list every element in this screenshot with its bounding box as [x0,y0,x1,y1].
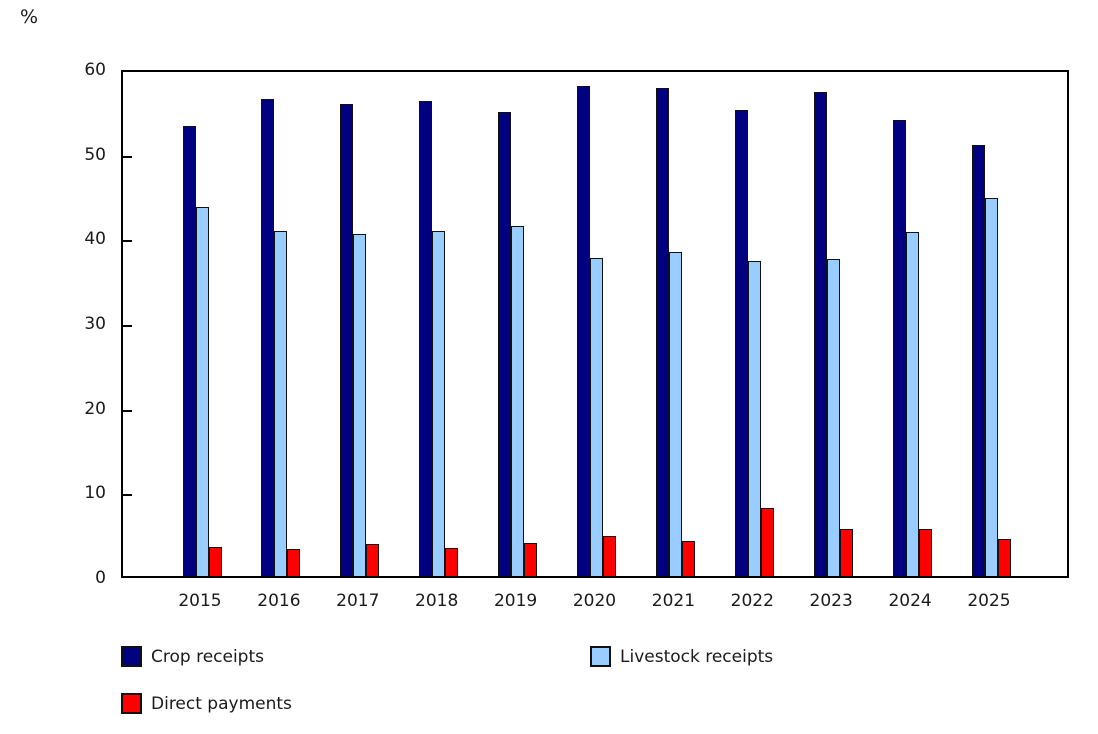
bar-direct-payments-2015 [208,547,222,576]
bar-direct-payments-2020 [603,536,616,576]
bar-livestock-receipts-2017 [353,233,367,576]
y-tick-label: 40 [84,229,106,250]
legend-label-direct-payments: Direct payments [151,693,292,714]
bar-livestock-receipts-2019 [511,226,525,576]
bar-direct-payments-2019 [524,542,538,576]
bar-livestock-receipts-2020 [590,257,603,576]
bar-direct-payments-2023 [839,528,853,576]
bar-direct-payments-2016 [287,548,301,576]
bar-crop-receipts-2020 [577,85,590,576]
bar-crop-receipts-2017 [340,103,354,576]
y-tick-mark [123,325,132,327]
plot-area [121,70,1069,578]
legend-label-crop-receipts: Crop receipts [151,646,264,667]
bar-direct-payments-2021 [681,541,695,576]
bar-crop-receipts-2016 [261,99,275,576]
bar-crop-receipts-2023 [813,91,827,576]
bar-livestock-receipts-2023 [826,259,840,576]
y-tick-label: 20 [84,398,106,419]
legend-label-livestock-receipts: Livestock receipts [620,646,774,667]
y-tick-mark [123,240,132,243]
bar-livestock-receipts-2021 [668,251,682,576]
bar-crop-receipts-2015 [182,126,196,576]
x-tick-label-2018: 2018 [415,591,459,611]
x-tick-label-2017: 2017 [336,591,380,611]
bar-crop-receipts-2022 [734,109,748,576]
bar-crop-receipts-2018 [419,101,433,576]
y-tick-mark [123,494,132,497]
x-tick-label-2024: 2024 [888,591,932,611]
x-tick-label-2023: 2023 [809,591,853,611]
bar-livestock-receipts-2025 [984,198,998,576]
bar-crop-receipts-2019 [498,112,512,576]
x-tick-label-2019: 2019 [493,591,538,611]
y-tick-label: 10 [84,483,106,504]
bar-crop-receipts-2021 [655,88,669,576]
bar-direct-payments-2024 [918,529,932,576]
y-tick-label: 0 [95,568,106,588]
y-tick-mark [123,155,132,158]
bar-direct-payments-2025 [997,538,1011,576]
y-axis-unit-label: % [20,6,39,28]
y-tick-label: 30 [84,314,106,334]
crop-receipts-swatch-icon [121,646,142,667]
legend-item-direct-payments: Direct payments [121,692,292,715]
x-tick-label-2016: 2016 [257,591,301,611]
bar-livestock-receipts-2016 [274,231,288,576]
bar-crop-receipts-2025 [971,145,985,576]
bar-direct-payments-2017 [366,543,380,576]
y-tick-label: 60 [84,60,106,80]
bar-livestock-receipts-2022 [747,261,761,576]
x-tick-label-2025: 2025 [967,591,1011,611]
x-tick-label-2021: 2021 [651,591,696,611]
livestock-receipts-swatch-icon [590,646,611,667]
legend-item-livestock-receipts: Livestock receipts [590,645,773,668]
bar-livestock-receipts-2024 [905,232,919,576]
legend-item-crop-receipts: Crop receipts [121,645,264,668]
x-tick-label-2020: 2020 [572,591,617,611]
bar-direct-payments-2018 [445,548,459,576]
x-tick-label-2015: 2015 [178,591,222,611]
x-tick-label-2022: 2022 [730,591,774,611]
bar-livestock-receipts-2018 [432,230,446,576]
bar-crop-receipts-2024 [892,119,906,576]
direct-payments-swatch-icon [121,693,142,714]
bar-livestock-receipts-2015 [195,206,209,576]
y-tick-mark [123,409,132,412]
y-tick-label: 50 [84,144,106,165]
bar-direct-payments-2022 [760,508,774,576]
